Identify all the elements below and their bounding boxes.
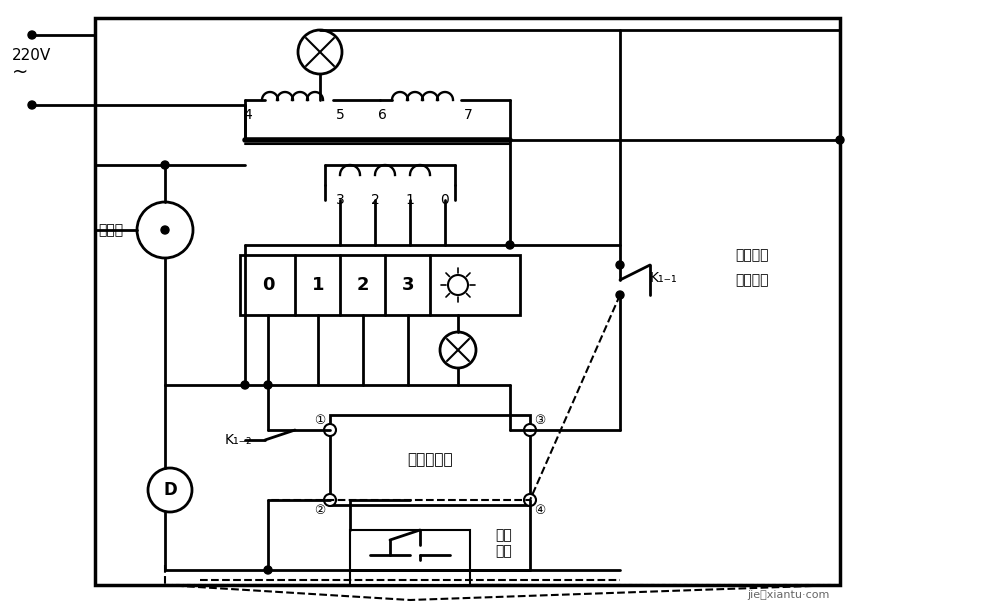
Text: ①: ① — [314, 413, 326, 427]
Text: 0: 0 — [441, 193, 450, 207]
Text: K₁₋₂: K₁₋₂ — [225, 433, 253, 447]
Text: K₁₋₁: K₁₋₁ — [650, 271, 678, 285]
Text: ②: ② — [314, 503, 326, 516]
Circle shape — [440, 332, 476, 368]
Text: 间歇运转: 间歇运转 — [735, 273, 769, 287]
Circle shape — [28, 31, 36, 39]
Bar — [350, 530, 470, 585]
Text: 电子选时器: 电子选时器 — [407, 453, 453, 467]
Circle shape — [448, 275, 468, 295]
Text: 1: 1 — [312, 276, 324, 294]
Circle shape — [298, 30, 342, 74]
Text: 5: 5 — [336, 108, 344, 122]
Circle shape — [28, 101, 36, 109]
Circle shape — [836, 136, 844, 144]
Circle shape — [616, 261, 624, 269]
Circle shape — [161, 161, 169, 169]
Bar — [240, 255, 520, 315]
Circle shape — [524, 424, 536, 436]
Text: 220V: 220V — [12, 47, 51, 63]
Circle shape — [148, 468, 192, 512]
Circle shape — [264, 566, 272, 574]
Text: 3: 3 — [401, 276, 414, 294]
Text: jie妙xiantu·com: jie妙xiantu·com — [747, 590, 830, 600]
Text: 停止
运转: 停止 运转 — [495, 528, 512, 558]
Text: ④: ④ — [534, 503, 545, 516]
Text: 4: 4 — [243, 108, 253, 122]
Circle shape — [324, 424, 336, 436]
Text: 常规运转: 常规运转 — [735, 248, 769, 262]
Circle shape — [241, 381, 249, 389]
Text: ~: ~ — [12, 63, 28, 82]
Text: 7: 7 — [464, 108, 473, 122]
Circle shape — [137, 202, 193, 258]
Circle shape — [324, 494, 336, 506]
Text: D: D — [163, 481, 177, 499]
Text: 定时器: 定时器 — [98, 223, 123, 237]
Circle shape — [161, 226, 169, 234]
Circle shape — [506, 241, 514, 249]
Text: 1: 1 — [405, 193, 414, 207]
Text: 0: 0 — [262, 276, 275, 294]
Text: 2: 2 — [357, 276, 369, 294]
Bar — [330, 415, 530, 505]
Text: 3: 3 — [336, 193, 344, 207]
Text: ③: ③ — [534, 413, 545, 427]
Circle shape — [524, 494, 536, 506]
Bar — [95, 18, 840, 585]
Text: 2: 2 — [370, 193, 379, 207]
Circle shape — [264, 381, 272, 389]
Text: 6: 6 — [377, 108, 386, 122]
Circle shape — [616, 291, 624, 299]
